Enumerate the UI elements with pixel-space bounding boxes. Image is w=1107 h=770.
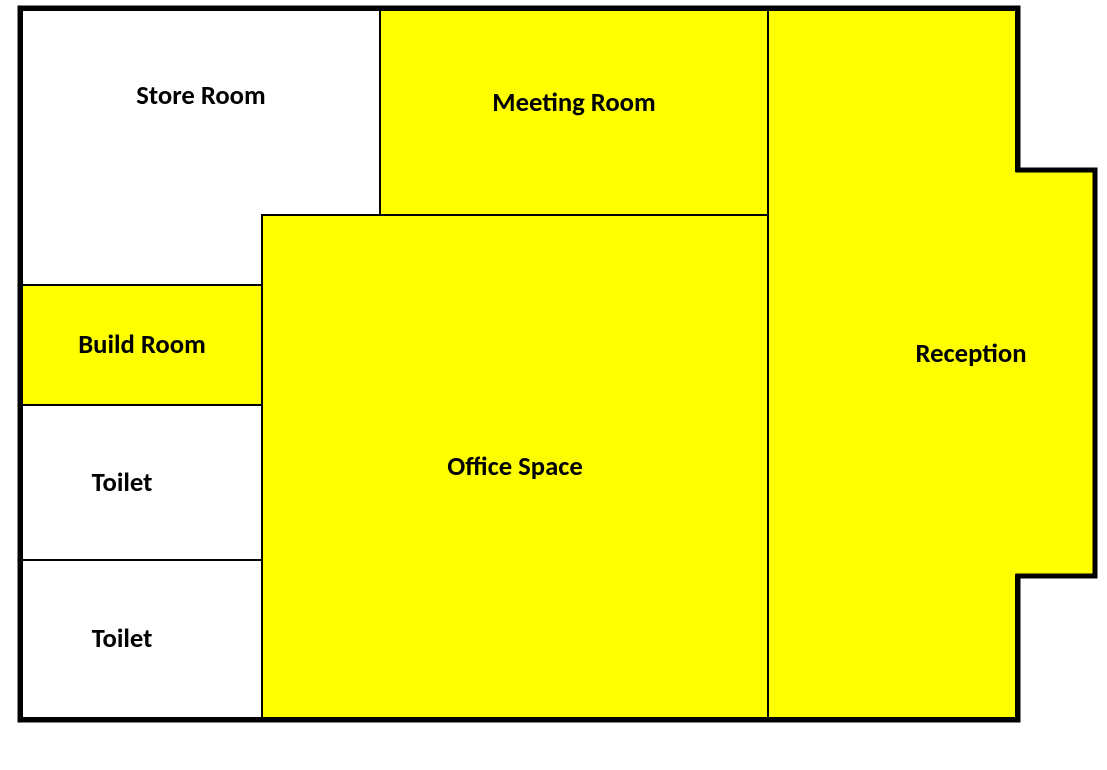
floorplan-svg — [0, 0, 1107, 770]
room-build-room — [22, 285, 262, 405]
room-reception — [768, 10, 1094, 718]
floorplan-diagram: Store RoomBuild RoomToiletToiletMeeting … — [0, 0, 1107, 770]
room-toilet-2 — [22, 560, 262, 718]
room-meeting-room — [380, 10, 768, 215]
room-toilet-1 — [22, 405, 262, 560]
room-office-space — [262, 215, 768, 718]
